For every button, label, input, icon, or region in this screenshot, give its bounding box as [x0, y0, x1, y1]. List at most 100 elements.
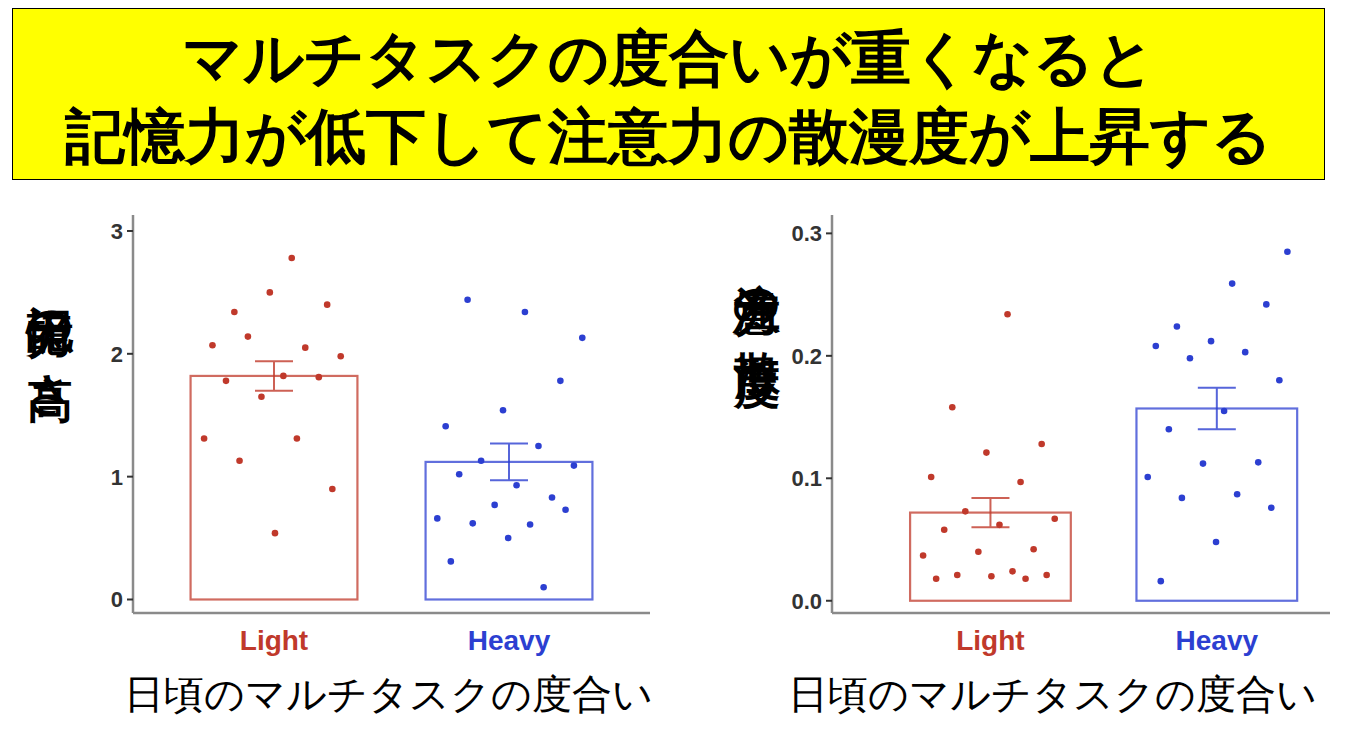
x-axis-line: [832, 612, 1330, 615]
y-axis-label: 記憶力の高さ: [26, 268, 76, 397]
data-point: [464, 296, 471, 303]
data-point: [1009, 568, 1016, 575]
data-point: [1284, 248, 1291, 255]
data-point: [949, 404, 956, 411]
data-point: [1030, 546, 1037, 553]
y-tick: [826, 477, 832, 479]
y-tick-label: 2: [111, 342, 123, 367]
title-line: マルチタスクの度合いが重くなると: [13, 23, 1324, 93]
data-point: [1004, 311, 1011, 318]
data-point: [535, 443, 542, 450]
title-banner: マルチタスクの度合いが重くなると記憶力が低下して注意力の散漫度が上昇する: [12, 8, 1325, 180]
x-axis-label: 日頃のマルチタスクの度合い: [788, 671, 1317, 717]
plot-area: [910, 248, 1297, 600]
data-point: [1221, 408, 1228, 415]
x-tick-label: Heavy: [1176, 625, 1259, 656]
data-point: [1157, 578, 1164, 585]
y-tick-label: 0.3: [791, 221, 822, 246]
data-point: [933, 575, 940, 582]
y-tick-label: 0: [111, 587, 123, 612]
data-point: [579, 335, 586, 342]
chart: 日頃のマルチタスクの度合い 0.0 0.1 0.2 0.3 Light Heavy: [788, 215, 1331, 717]
data-point: [1144, 474, 1151, 481]
y-tick-label: 0.0: [791, 589, 822, 614]
plot-area: [191, 255, 593, 600]
data-point: [513, 482, 520, 489]
data-point: [540, 584, 547, 591]
y-tick-label: 3: [111, 219, 123, 244]
data-point: [1051, 515, 1058, 522]
y-tick: [127, 476, 133, 478]
y-tick: [127, 353, 133, 355]
data-point: [1263, 301, 1270, 308]
data-point: [1022, 575, 1029, 582]
x-axis-line: [133, 612, 650, 615]
data-point: [1174, 323, 1181, 330]
data-point: [434, 515, 441, 522]
data-point: [1213, 539, 1220, 546]
data-point: [236, 457, 243, 464]
data-point: [500, 407, 507, 414]
data-point: [272, 530, 279, 537]
y-tick: [826, 232, 832, 234]
data-point: [962, 508, 969, 515]
data-point: [469, 520, 476, 527]
chart: 日頃のマルチタスクの度合い0123LightHeavy: [111, 215, 653, 717]
data-point: [549, 494, 556, 501]
x-tick-label: Heavy: [468, 625, 551, 656]
data-point: [1153, 343, 1160, 350]
data-point: [337, 353, 344, 360]
data-point: [448, 558, 455, 565]
data-point: [1255, 459, 1262, 466]
y-axis-line: [831, 215, 834, 613]
data-point: [505, 535, 512, 542]
error-bar: [490, 443, 528, 480]
data-point: [491, 502, 498, 509]
x-axis-label: 日頃のマルチタスクの度合い: [124, 671, 653, 717]
data-point: [231, 309, 238, 316]
data-point: [527, 521, 534, 528]
data-point: [1043, 572, 1050, 579]
data-point: [1017, 479, 1024, 486]
data-point: [1229, 280, 1236, 287]
data-point: [988, 573, 995, 580]
y-axis-line: [132, 215, 135, 613]
data-point: [280, 373, 287, 380]
bar: [426, 462, 593, 600]
data-point: [920, 552, 927, 559]
bar: [1136, 408, 1297, 600]
y-tick-label: 0.2: [791, 344, 822, 369]
data-point: [294, 435, 301, 442]
data-point: [302, 344, 309, 351]
data-point: [1242, 349, 1249, 356]
data-point: [983, 449, 990, 456]
data-point: [1166, 426, 1173, 433]
data-point: [288, 255, 295, 262]
data-point: [324, 301, 331, 308]
error-bar: [971, 498, 1009, 527]
data-point: [1234, 491, 1241, 498]
data-point: [571, 462, 578, 469]
data-point: [267, 289, 274, 296]
y-tick: [826, 600, 832, 602]
data-point: [941, 526, 948, 533]
data-point: [954, 572, 961, 579]
y-axis-label: 注意力の散漫度: [733, 246, 783, 327]
data-point: [1276, 377, 1283, 384]
x-tick-label: Light: [956, 625, 1024, 656]
data-point: [1038, 441, 1045, 448]
data-point: [928, 474, 935, 481]
y-tick-label: 0.1: [791, 466, 822, 491]
data-point: [201, 435, 208, 442]
data-point: [223, 378, 230, 385]
error-bar: [1198, 388, 1236, 430]
data-point: [1179, 495, 1186, 502]
title-line: 記憶力が低下して注意力の散漫度が上昇する: [13, 101, 1324, 171]
error-bar: [255, 361, 293, 390]
y-tick: [826, 355, 832, 357]
data-point: [316, 374, 323, 381]
data-point: [557, 378, 564, 385]
data-point: [1268, 504, 1275, 511]
data-point: [442, 423, 449, 430]
data-point: [1187, 355, 1194, 362]
